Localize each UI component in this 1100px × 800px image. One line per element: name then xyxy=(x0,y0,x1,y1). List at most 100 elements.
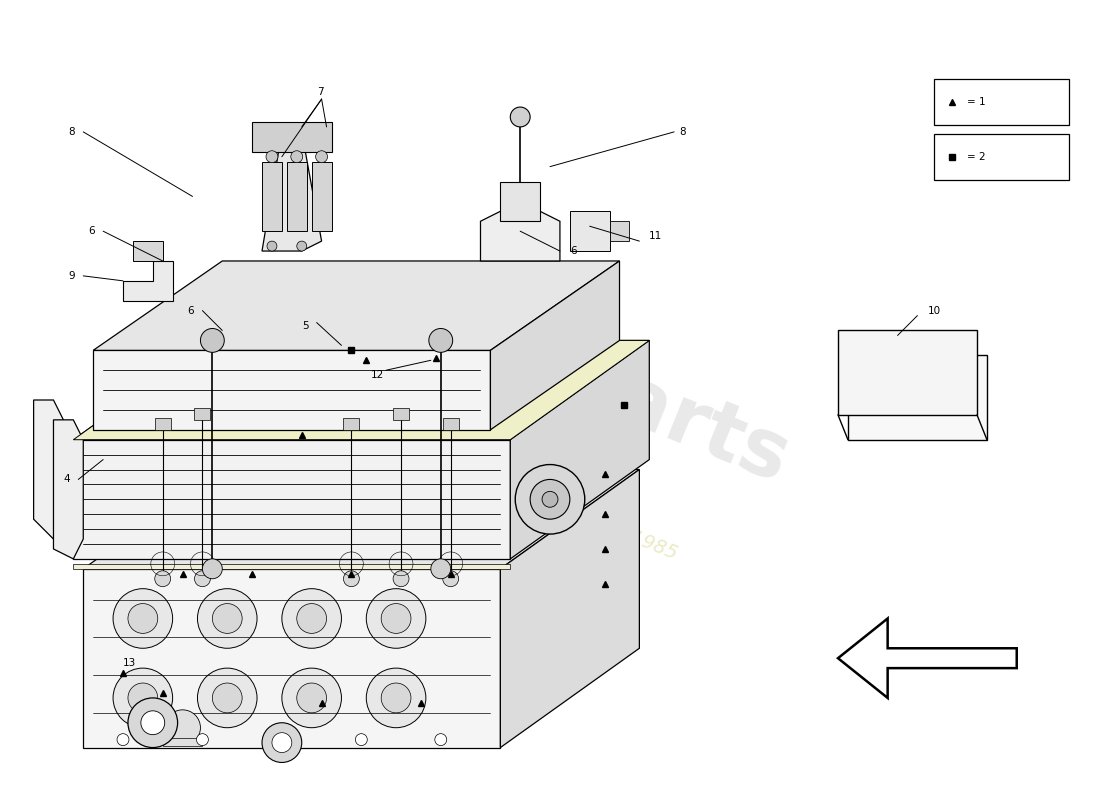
Circle shape xyxy=(290,150,303,162)
Circle shape xyxy=(355,734,367,746)
Polygon shape xyxy=(500,182,540,222)
Circle shape xyxy=(297,603,327,634)
Circle shape xyxy=(282,589,341,648)
Text: 6: 6 xyxy=(187,306,195,316)
Circle shape xyxy=(117,734,129,746)
Circle shape xyxy=(393,571,409,586)
Circle shape xyxy=(198,589,257,648)
Text: 6: 6 xyxy=(88,226,95,236)
Polygon shape xyxy=(123,261,173,301)
Polygon shape xyxy=(848,355,987,440)
Circle shape xyxy=(272,733,292,753)
Polygon shape xyxy=(34,400,64,539)
Text: = 2: = 2 xyxy=(967,152,986,162)
Polygon shape xyxy=(54,420,84,559)
Circle shape xyxy=(382,683,411,713)
Circle shape xyxy=(366,589,426,648)
Text: 5: 5 xyxy=(301,321,308,330)
Text: 12: 12 xyxy=(372,370,385,380)
Circle shape xyxy=(431,559,451,578)
Circle shape xyxy=(128,698,177,747)
Circle shape xyxy=(366,668,426,728)
FancyBboxPatch shape xyxy=(934,134,1069,179)
Polygon shape xyxy=(311,162,331,231)
Polygon shape xyxy=(570,211,609,251)
Text: a passion for parts since 1985: a passion for parts since 1985 xyxy=(400,435,680,563)
Polygon shape xyxy=(481,202,560,261)
Polygon shape xyxy=(123,405,192,430)
Circle shape xyxy=(266,150,278,162)
Polygon shape xyxy=(392,405,461,430)
Circle shape xyxy=(382,603,411,634)
Polygon shape xyxy=(74,341,649,440)
Polygon shape xyxy=(500,470,639,747)
Circle shape xyxy=(297,683,327,713)
Polygon shape xyxy=(252,122,331,152)
Polygon shape xyxy=(74,440,510,559)
Text: 7: 7 xyxy=(317,87,323,97)
Circle shape xyxy=(165,710,200,746)
Polygon shape xyxy=(195,408,210,420)
Polygon shape xyxy=(155,418,170,430)
Text: 4: 4 xyxy=(64,474,70,485)
Text: 10: 10 xyxy=(927,306,940,316)
Circle shape xyxy=(282,668,341,728)
Circle shape xyxy=(155,571,170,586)
Polygon shape xyxy=(94,350,491,430)
Text: 9: 9 xyxy=(68,271,75,281)
Text: 8: 8 xyxy=(679,127,685,137)
Polygon shape xyxy=(609,222,629,241)
Circle shape xyxy=(113,589,173,648)
Polygon shape xyxy=(84,569,500,747)
Polygon shape xyxy=(393,408,409,420)
Circle shape xyxy=(343,571,360,586)
Circle shape xyxy=(113,668,173,728)
Circle shape xyxy=(128,683,157,713)
Circle shape xyxy=(442,571,459,586)
Polygon shape xyxy=(133,241,163,261)
Polygon shape xyxy=(212,405,282,430)
Polygon shape xyxy=(343,418,360,430)
Polygon shape xyxy=(442,418,459,430)
Circle shape xyxy=(267,241,277,251)
Circle shape xyxy=(195,571,210,586)
Circle shape xyxy=(434,734,447,746)
Circle shape xyxy=(128,603,157,634)
Circle shape xyxy=(297,241,307,251)
Text: = 1: = 1 xyxy=(967,97,986,107)
Circle shape xyxy=(262,722,301,762)
Polygon shape xyxy=(262,162,282,231)
Polygon shape xyxy=(74,341,649,440)
Polygon shape xyxy=(838,618,1016,698)
Circle shape xyxy=(198,668,257,728)
Circle shape xyxy=(515,465,585,534)
Text: 13: 13 xyxy=(123,658,136,668)
Text: 11: 11 xyxy=(649,231,662,241)
Circle shape xyxy=(141,711,165,734)
Circle shape xyxy=(429,329,453,352)
Circle shape xyxy=(212,683,242,713)
Polygon shape xyxy=(94,261,619,350)
Circle shape xyxy=(212,603,242,634)
Circle shape xyxy=(276,734,288,746)
Polygon shape xyxy=(510,341,649,559)
Circle shape xyxy=(202,559,222,578)
Text: 8: 8 xyxy=(68,127,75,137)
Polygon shape xyxy=(287,162,307,231)
Polygon shape xyxy=(262,132,321,251)
Circle shape xyxy=(542,491,558,507)
Circle shape xyxy=(530,479,570,519)
Polygon shape xyxy=(74,564,510,569)
Polygon shape xyxy=(838,330,977,415)
Circle shape xyxy=(197,734,208,746)
Circle shape xyxy=(510,107,530,127)
Circle shape xyxy=(200,329,224,352)
Circle shape xyxy=(316,150,328,162)
Polygon shape xyxy=(163,738,202,746)
Text: europarts: europarts xyxy=(359,261,801,500)
Polygon shape xyxy=(491,261,619,430)
FancyBboxPatch shape xyxy=(934,79,1069,125)
Text: 6: 6 xyxy=(570,246,576,256)
Polygon shape xyxy=(84,470,639,569)
Polygon shape xyxy=(301,405,372,430)
